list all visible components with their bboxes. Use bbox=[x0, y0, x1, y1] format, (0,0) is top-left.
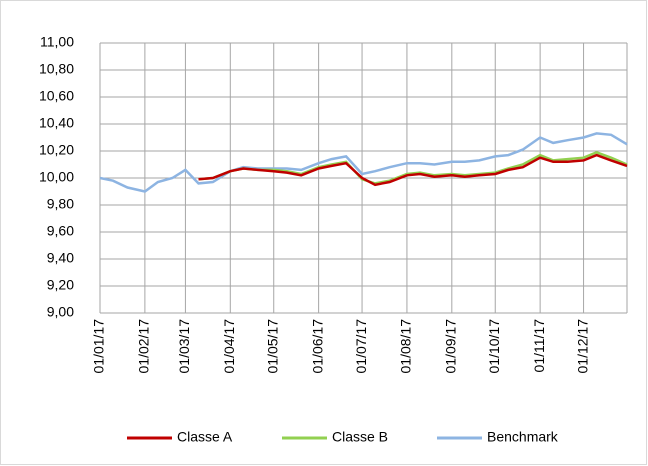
y-tick-label: 9,20 bbox=[47, 277, 74, 293]
y-tick-label: 11,00 bbox=[40, 34, 74, 50]
y-tick-label: 10,60 bbox=[39, 88, 74, 104]
x-tick-label: 01/09/17 bbox=[443, 319, 459, 374]
x-tick-label: 01/08/17 bbox=[398, 319, 414, 374]
x-tick-label: 01/02/17 bbox=[136, 319, 152, 374]
x-tick-label: 01/12/17 bbox=[574, 319, 590, 374]
y-tick-label: 10,00 bbox=[39, 169, 74, 185]
legend-label: Classe B bbox=[332, 429, 388, 445]
x-tick-label: 01/11/17 bbox=[531, 319, 547, 373]
y-tick-label: 9,80 bbox=[47, 196, 74, 212]
y-tick-label: 10,40 bbox=[39, 115, 74, 131]
y-tick-label: 10,20 bbox=[39, 142, 74, 158]
legend-label: Benchmark bbox=[487, 429, 559, 445]
series-line bbox=[99, 132, 628, 193]
x-tick-label: 01/01/17 bbox=[91, 319, 107, 374]
x-tick-label: 01/10/17 bbox=[486, 319, 502, 374]
series-line bbox=[198, 153, 628, 187]
x-tick-label: 01/05/17 bbox=[264, 319, 280, 374]
legend-label: Classe A bbox=[177, 429, 233, 445]
x-tick-label: 01/07/17 bbox=[353, 319, 369, 374]
x-tick-label: 01/04/17 bbox=[221, 319, 237, 374]
y-tick-label: 9,40 bbox=[47, 250, 74, 266]
y-tick-label: 10,80 bbox=[39, 61, 74, 77]
y-tick-label: 9,00 bbox=[47, 304, 74, 320]
x-tick-label: 01/03/17 bbox=[176, 319, 192, 374]
y-tick-label: 9,60 bbox=[47, 223, 74, 239]
x-tick-label: 01/06/17 bbox=[309, 319, 325, 374]
